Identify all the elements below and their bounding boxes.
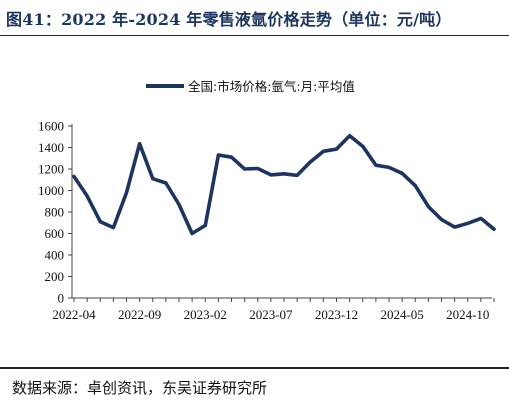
y-tick-label: 600	[45, 226, 65, 241]
x-tick-label: 2023-12	[315, 307, 358, 322]
x-tick-label: 2023-02	[184, 307, 227, 322]
y-tick-label: 0	[58, 291, 65, 306]
data-source-note: 数据来源：卓创资讯，东吴证券研究所	[12, 379, 268, 397]
x-tick-label: 2022-09	[118, 307, 161, 322]
chart-legend: 全国:市场价格:氩气:月:平均值	[146, 79, 355, 94]
y-tick-label: 1200	[38, 162, 64, 177]
y-tick-label: 1400	[38, 140, 64, 155]
y-tick-label: 1000	[38, 183, 64, 198]
y-axis-ticks: 0 200 400 600 800 1000 1200 1400 1600	[38, 119, 72, 306]
line-chart: 全国:市场价格:氩气:月:平均值 0 200 400 600 800 1000 1200 14…	[38, 79, 496, 322]
x-tick-label: 2024-10	[446, 307, 489, 322]
y-tick-label: 400	[45, 248, 65, 263]
x-tick-label: 2024-05	[380, 307, 423, 322]
chart-axes	[71, 124, 492, 299]
series-line-argon-price	[72, 133, 496, 236]
footer-divider	[0, 367, 509, 369]
y-tick-label: 200	[45, 269, 65, 284]
x-tick-label: 2022-04	[52, 307, 96, 322]
figure-title: 图41：2022 年-2024 年零售液氩价格走势（单位：元/吨）	[6, 10, 452, 29]
y-tick-label: 800	[45, 205, 65, 220]
y-tick-label: 1600	[38, 119, 64, 134]
legend-label: 全国:市场价格:氩气:月:平均值	[188, 79, 355, 94]
x-axis-ticks: 2022-04 2022-09 2023-02 2023-07 2023-12 2024-…	[52, 298, 495, 322]
series-group	[72, 133, 496, 236]
title-divider	[0, 35, 509, 36]
x-tick-label: 2023-07	[249, 307, 293, 322]
